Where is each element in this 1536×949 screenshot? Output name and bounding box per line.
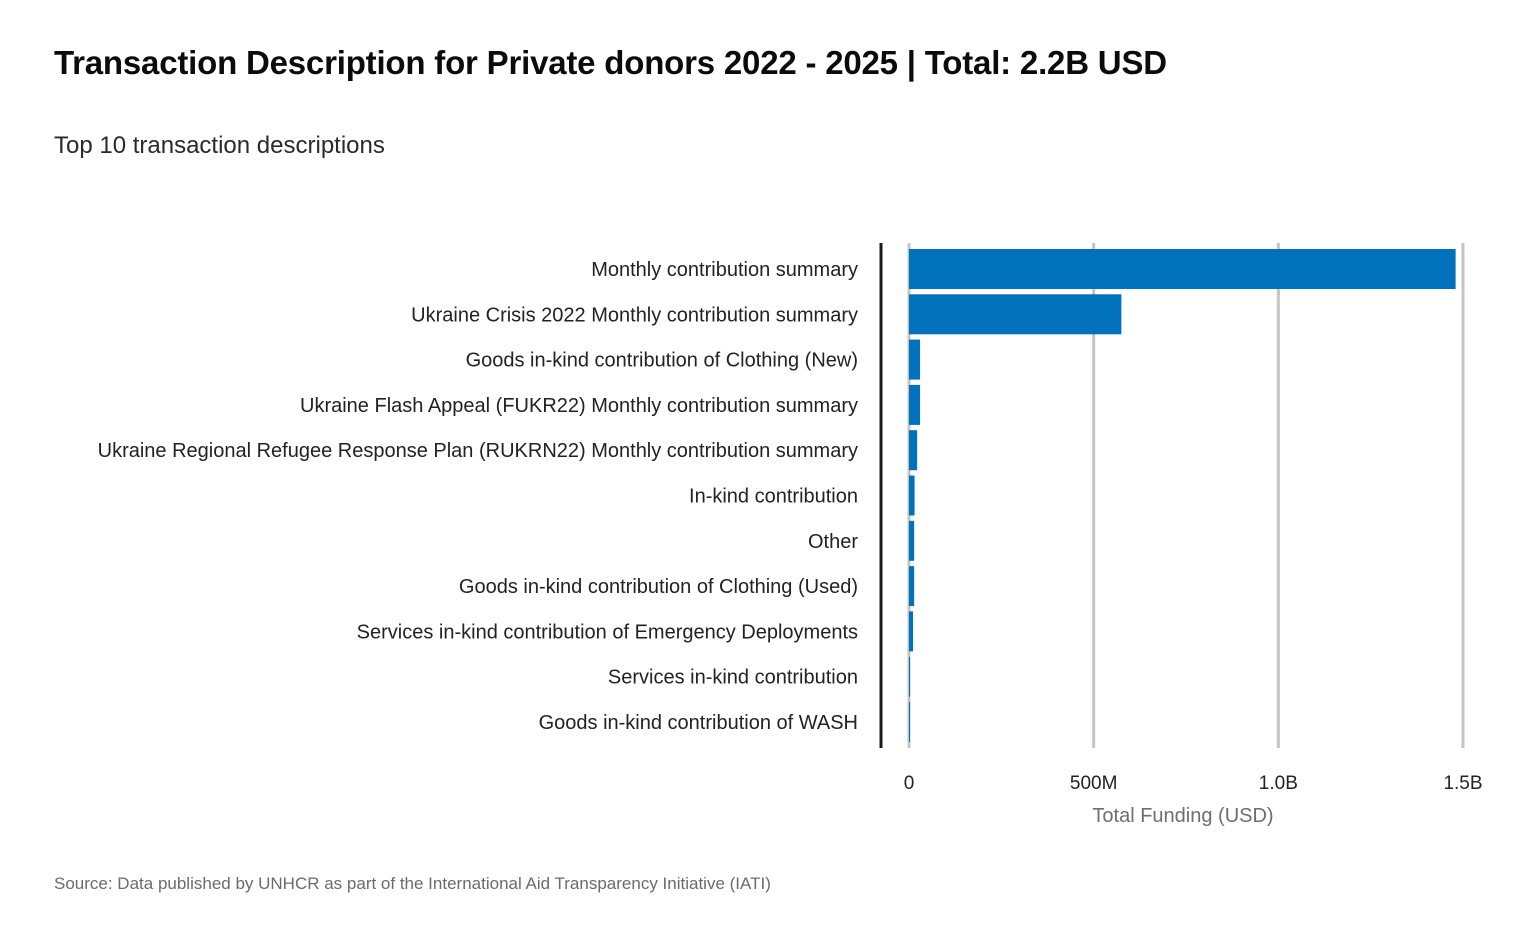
- category-label-7: Goods in-kind contribution of Clothing (…: [459, 576, 858, 598]
- bar-4: [909, 430, 918, 471]
- bar-10: [909, 702, 910, 742]
- x-tick-labels: 0 500M 1.0B 1.5B: [904, 773, 1483, 794]
- bar-8: [909, 611, 914, 652]
- bars: [909, 249, 1456, 742]
- bar-0: [909, 249, 1456, 289]
- bar-1: [909, 294, 1122, 335]
- x-axis-title: Total Funding (USD): [1092, 805, 1273, 827]
- bar-6: [909, 520, 915, 561]
- source-note: Source: Data published by UNHCR as part …: [54, 874, 771, 893]
- bar-9: [909, 656, 910, 697]
- x-tick-label-0: 0: [904, 773, 915, 794]
- bar-2: [909, 339, 921, 380]
- x-tick-label-3: 1.5B: [1443, 773, 1482, 794]
- category-label-0: Monthly contribution summary: [591, 259, 858, 281]
- category-label-9: Services in-kind contribution: [608, 667, 858, 689]
- chart-title: Transaction Description for Private dono…: [54, 44, 1167, 81]
- category-label-2: Goods in-kind contribution of Clothing (…: [466, 350, 858, 372]
- category-label-6: Other: [808, 531, 858, 553]
- x-tick-label-2: 1.0B: [1259, 773, 1298, 794]
- bar-3: [909, 384, 921, 425]
- chart-subtitle: Top 10 transaction descriptions: [54, 132, 385, 159]
- category-label-4: Ukraine Regional Refugee Response Plan (…: [98, 440, 858, 462]
- category-label-1: Ukraine Crisis 2022 Monthly contribution…: [411, 304, 858, 326]
- x-tick-label-1: 500M: [1070, 773, 1118, 794]
- category-label-8: Services in-kind contribution of Emergen…: [357, 621, 858, 643]
- category-label-5: In-kind contribution: [689, 486, 858, 508]
- category-label-3: Ukraine Flash Appeal (FUKR22) Monthly co…: [300, 395, 858, 417]
- bar-7: [909, 566, 915, 607]
- bar-5: [909, 475, 915, 516]
- category-label-10: Goods in-kind contribution of WASH: [539, 712, 858, 734]
- category-labels: Monthly contribution summary Ukraine Cris…: [98, 259, 859, 734]
